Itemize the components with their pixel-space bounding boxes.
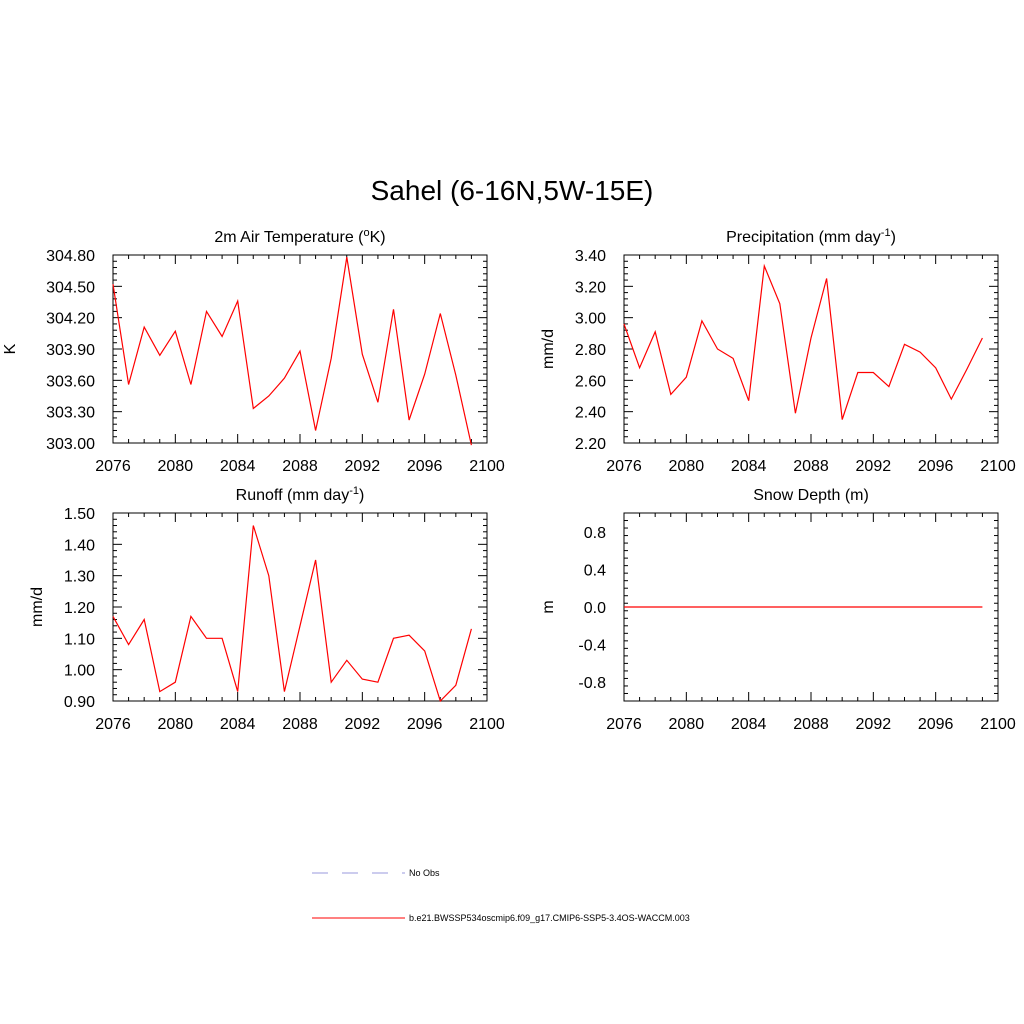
x-tick-label: 2100 (469, 716, 505, 733)
x-tick-label: 2084 (731, 458, 767, 475)
y-tick-label: 1.40 (64, 537, 95, 554)
panel-2: 2076 2080 2084 2088 2092 2096 2100 2.20 2.40 2.60… (540, 227, 1016, 475)
y-tick-label: 2.40 (575, 405, 606, 422)
y-tick-label: 1.30 (64, 569, 95, 586)
y-tick-label: 1.10 (64, 631, 95, 648)
y-tick-label: 303.00 (46, 436, 95, 453)
y-tick-label: 1.50 (64, 506, 95, 523)
panel-title-superscript: o (363, 227, 369, 239)
x-tick-label: 2092 (856, 716, 892, 733)
x-tick-label: 2088 (793, 716, 829, 733)
legend-model-label: b.e21.BWSSP534oscmip6.f09_g17.CMIP6-SSP5… (409, 913, 690, 923)
y-tick-label: 2.20 (575, 436, 606, 453)
x-tick-label: 2084 (220, 458, 256, 475)
y-axis-label: m (540, 600, 557, 613)
x-tick-label: 2076 (606, 716, 642, 733)
y-tick-label: 0.4 (584, 562, 606, 579)
y-tick-label: 0.90 (64, 694, 95, 711)
series-line (623, 263, 983, 420)
x-tick-label: 2088 (282, 716, 318, 733)
y-tick-label: 304.50 (46, 279, 95, 296)
y-tick-label: 303.60 (46, 373, 95, 390)
y-tick-label: 2.80 (575, 342, 606, 359)
x-tick-label: 2084 (731, 716, 767, 733)
y-axis-label: mm/d (29, 587, 46, 627)
panel-title: 2m Air Temperature (oK) (214, 227, 385, 246)
panel-title-tail: K) (370, 229, 386, 246)
x-tick-label: 2092 (856, 458, 892, 475)
y-tick-label: 1.20 (64, 600, 95, 617)
x-tick-label: 2088 (282, 458, 318, 475)
y-tick-label: 303.90 (46, 342, 95, 359)
y-tick-label: 1.00 (64, 663, 95, 680)
x-tick-label: 2096 (918, 458, 954, 475)
x-tick-label: 2076 (95, 716, 131, 733)
series-line (112, 257, 472, 446)
figure-title: Sahel (6-16N,5W-15E) (371, 175, 654, 206)
x-tick-label: 2100 (980, 716, 1016, 733)
panel-3: 2076 2080 2084 2088 2092 2096 2100 0.90 1.00 1.10… (29, 485, 505, 733)
y-tick-label: 0.0 (584, 600, 606, 617)
y-axis-label: mm/d (540, 329, 557, 369)
x-tick-label: 2080 (158, 716, 194, 733)
y-tick-label: -0.8 (578, 675, 606, 692)
x-tick-label: 2096 (407, 716, 443, 733)
legend: No Obs b.e21.BWSSP534oscmip6.f09_g17.CMI… (312, 868, 690, 923)
x-tick-label: 2080 (158, 458, 194, 475)
x-tick-label: 2092 (345, 458, 381, 475)
x-tick-label: 2076 (95, 458, 131, 475)
panel-4: 2076 2080 2084 2088 2092 2096 2100 -0.8 -0.4 0.0 0… (540, 487, 1016, 733)
x-tick-label: 2076 (606, 458, 642, 475)
panel-title-main: Precipitation (mm day (726, 229, 881, 246)
y-tick-label: 303.30 (46, 405, 95, 422)
x-tick-label: 2080 (669, 458, 705, 475)
panel-title: Precipitation (mm day-1) (726, 227, 896, 246)
panels: 2076 2080 2084 2088 2092 2096 2100 303.00 303.30… (2, 227, 1016, 733)
y-tick-label: 304.80 (46, 248, 95, 265)
panel-title-superscript: -1 (349, 485, 359, 497)
y-tick-label: 2.60 (575, 373, 606, 390)
panel-1: 2076 2080 2084 2088 2092 2096 2100 303.00 303.30… (2, 227, 505, 475)
panel-title: Runoff (mm day-1) (236, 485, 365, 504)
panel-title-tail: ) (359, 487, 364, 504)
y-tick-label: 0.8 (584, 525, 606, 542)
x-tick-label: 2088 (793, 458, 829, 475)
x-tick-label: 2084 (220, 716, 256, 733)
x-tick-label: 2080 (669, 716, 705, 733)
panel-title-superscript: -1 (881, 227, 891, 239)
x-tick-label: 2100 (980, 458, 1016, 475)
y-tick-label: 3.00 (575, 311, 606, 328)
panel-title-main: Snow Depth (m) (753, 487, 869, 504)
y-axis-label: K (2, 343, 19, 354)
y-tick-label: 304.20 (46, 311, 95, 328)
x-tick-label: 2100 (469, 458, 505, 475)
panel-title: Snow Depth (m) (753, 487, 869, 504)
x-tick-label: 2096 (918, 716, 954, 733)
x-tick-label: 2096 (407, 458, 443, 475)
y-tick-label: 3.40 (575, 248, 606, 265)
x-tick-label: 2092 (345, 716, 381, 733)
y-tick-label: -0.4 (578, 638, 606, 655)
legend-obs-label: No Obs (409, 868, 440, 878)
panel-title-tail: ) (891, 229, 896, 246)
panel-title-main: 2m Air Temperature ( (214, 229, 364, 246)
plot-frame (623, 254, 999, 444)
y-tick-label: 3.20 (575, 279, 606, 296)
panel-title-main: Runoff (mm day (236, 487, 350, 504)
series-line (112, 525, 472, 703)
